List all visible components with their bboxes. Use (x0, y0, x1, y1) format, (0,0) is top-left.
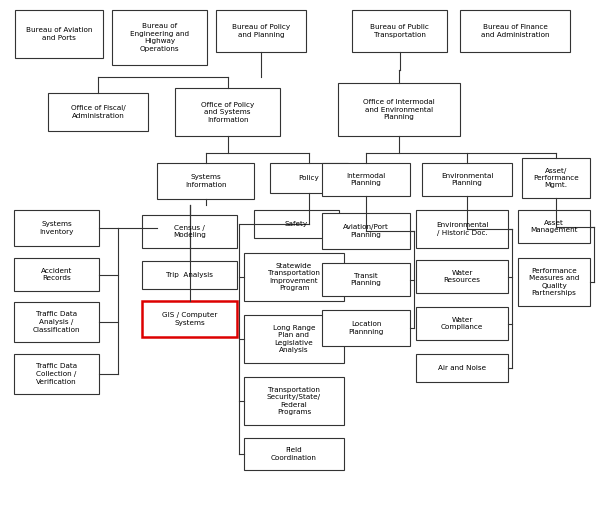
FancyBboxPatch shape (460, 10, 570, 52)
Text: Safety: Safety (285, 221, 308, 227)
FancyBboxPatch shape (270, 163, 348, 193)
Text: Long Range
Plan and
Legislative
Analysis: Long Range Plan and Legislative Analysis (273, 325, 315, 353)
FancyBboxPatch shape (518, 258, 590, 306)
FancyBboxPatch shape (15, 10, 103, 58)
FancyBboxPatch shape (416, 260, 508, 293)
FancyBboxPatch shape (416, 210, 508, 248)
FancyBboxPatch shape (48, 93, 148, 131)
FancyBboxPatch shape (338, 83, 460, 136)
FancyBboxPatch shape (422, 163, 512, 196)
FancyBboxPatch shape (244, 438, 344, 470)
FancyBboxPatch shape (175, 88, 280, 136)
Text: Intermodal
Planning: Intermodal Planning (346, 173, 386, 186)
Text: Census /
Modeling: Census / Modeling (173, 225, 206, 238)
Text: Bureau of Policy
and Planning: Bureau of Policy and Planning (232, 24, 290, 38)
Text: GIS / Computer
Systems: GIS / Computer Systems (162, 312, 217, 326)
Text: Bureau of Finance
and Administration: Bureau of Finance and Administration (481, 24, 549, 38)
Text: Air and Noise: Air and Noise (438, 365, 486, 371)
FancyBboxPatch shape (522, 158, 590, 198)
FancyBboxPatch shape (142, 301, 237, 337)
Text: Environmental
/ Historic Doc.: Environmental / Historic Doc. (436, 222, 488, 236)
Text: Accident
Records: Accident Records (41, 268, 72, 281)
FancyBboxPatch shape (112, 10, 207, 65)
Text: Aviation/Port
Planning: Aviation/Port Planning (343, 224, 389, 238)
Text: Environmental
Planning: Environmental Planning (441, 173, 493, 186)
Text: Field
Coordination: Field Coordination (271, 447, 317, 461)
Text: Office of Fiscal/
Administration: Office of Fiscal/ Administration (71, 105, 125, 119)
FancyBboxPatch shape (518, 210, 590, 243)
Text: Statewide
Transportation
Improvement
Program: Statewide Transportation Improvement Pro… (268, 263, 320, 291)
Text: Traffic Data
Collection /
Verification: Traffic Data Collection / Verification (36, 363, 77, 384)
Text: Traffic Data
Analysis /
Classification: Traffic Data Analysis / Classification (33, 311, 80, 332)
FancyBboxPatch shape (322, 163, 410, 196)
Text: Bureau of Aviation
and Ports: Bureau of Aviation and Ports (26, 27, 92, 41)
FancyBboxPatch shape (322, 263, 410, 296)
Text: Policy: Policy (299, 175, 319, 181)
FancyBboxPatch shape (244, 377, 344, 425)
FancyBboxPatch shape (244, 253, 344, 301)
FancyBboxPatch shape (14, 354, 99, 394)
FancyBboxPatch shape (322, 213, 410, 249)
Text: Water
Resources: Water Resources (443, 270, 481, 283)
FancyBboxPatch shape (14, 258, 99, 291)
FancyBboxPatch shape (14, 302, 99, 342)
FancyBboxPatch shape (216, 10, 306, 52)
Text: Asset/
Performance
Mgmt.: Asset/ Performance Mgmt. (533, 167, 579, 188)
FancyBboxPatch shape (142, 215, 237, 248)
Text: Office of Intermodal
and Environmental
Planning: Office of Intermodal and Environmental P… (363, 99, 435, 120)
FancyBboxPatch shape (157, 163, 254, 199)
Text: Bureau of Public
Transportation: Bureau of Public Transportation (370, 24, 429, 38)
Text: Asset
Management: Asset Management (530, 220, 578, 233)
FancyBboxPatch shape (416, 307, 508, 340)
Text: Transit
Planning: Transit Planning (350, 273, 382, 286)
Text: Trip  Analysis: Trip Analysis (166, 272, 213, 278)
Text: Water
Compliance: Water Compliance (441, 317, 483, 330)
FancyBboxPatch shape (352, 10, 447, 52)
Text: Location
Plannning: Location Plannning (349, 321, 383, 335)
FancyBboxPatch shape (254, 210, 339, 238)
FancyBboxPatch shape (14, 210, 99, 246)
Text: Systems
Information: Systems Information (185, 174, 226, 188)
Text: Performance
Measures and
Quality
Partnerships: Performance Measures and Quality Partner… (529, 268, 579, 296)
FancyBboxPatch shape (322, 310, 410, 346)
FancyBboxPatch shape (416, 354, 508, 382)
Text: Office of Policy
and Systems
Information: Office of Policy and Systems Information (201, 101, 254, 123)
FancyBboxPatch shape (142, 261, 237, 289)
Text: Transportation
Security/State/
Federal
Programs: Transportation Security/State/ Federal P… (267, 387, 321, 415)
Text: Bureau of
Engineering and
Highway
Operations: Bureau of Engineering and Highway Operat… (130, 23, 189, 52)
Text: Systems
Inventory: Systems Inventory (40, 221, 74, 235)
FancyBboxPatch shape (244, 315, 344, 363)
